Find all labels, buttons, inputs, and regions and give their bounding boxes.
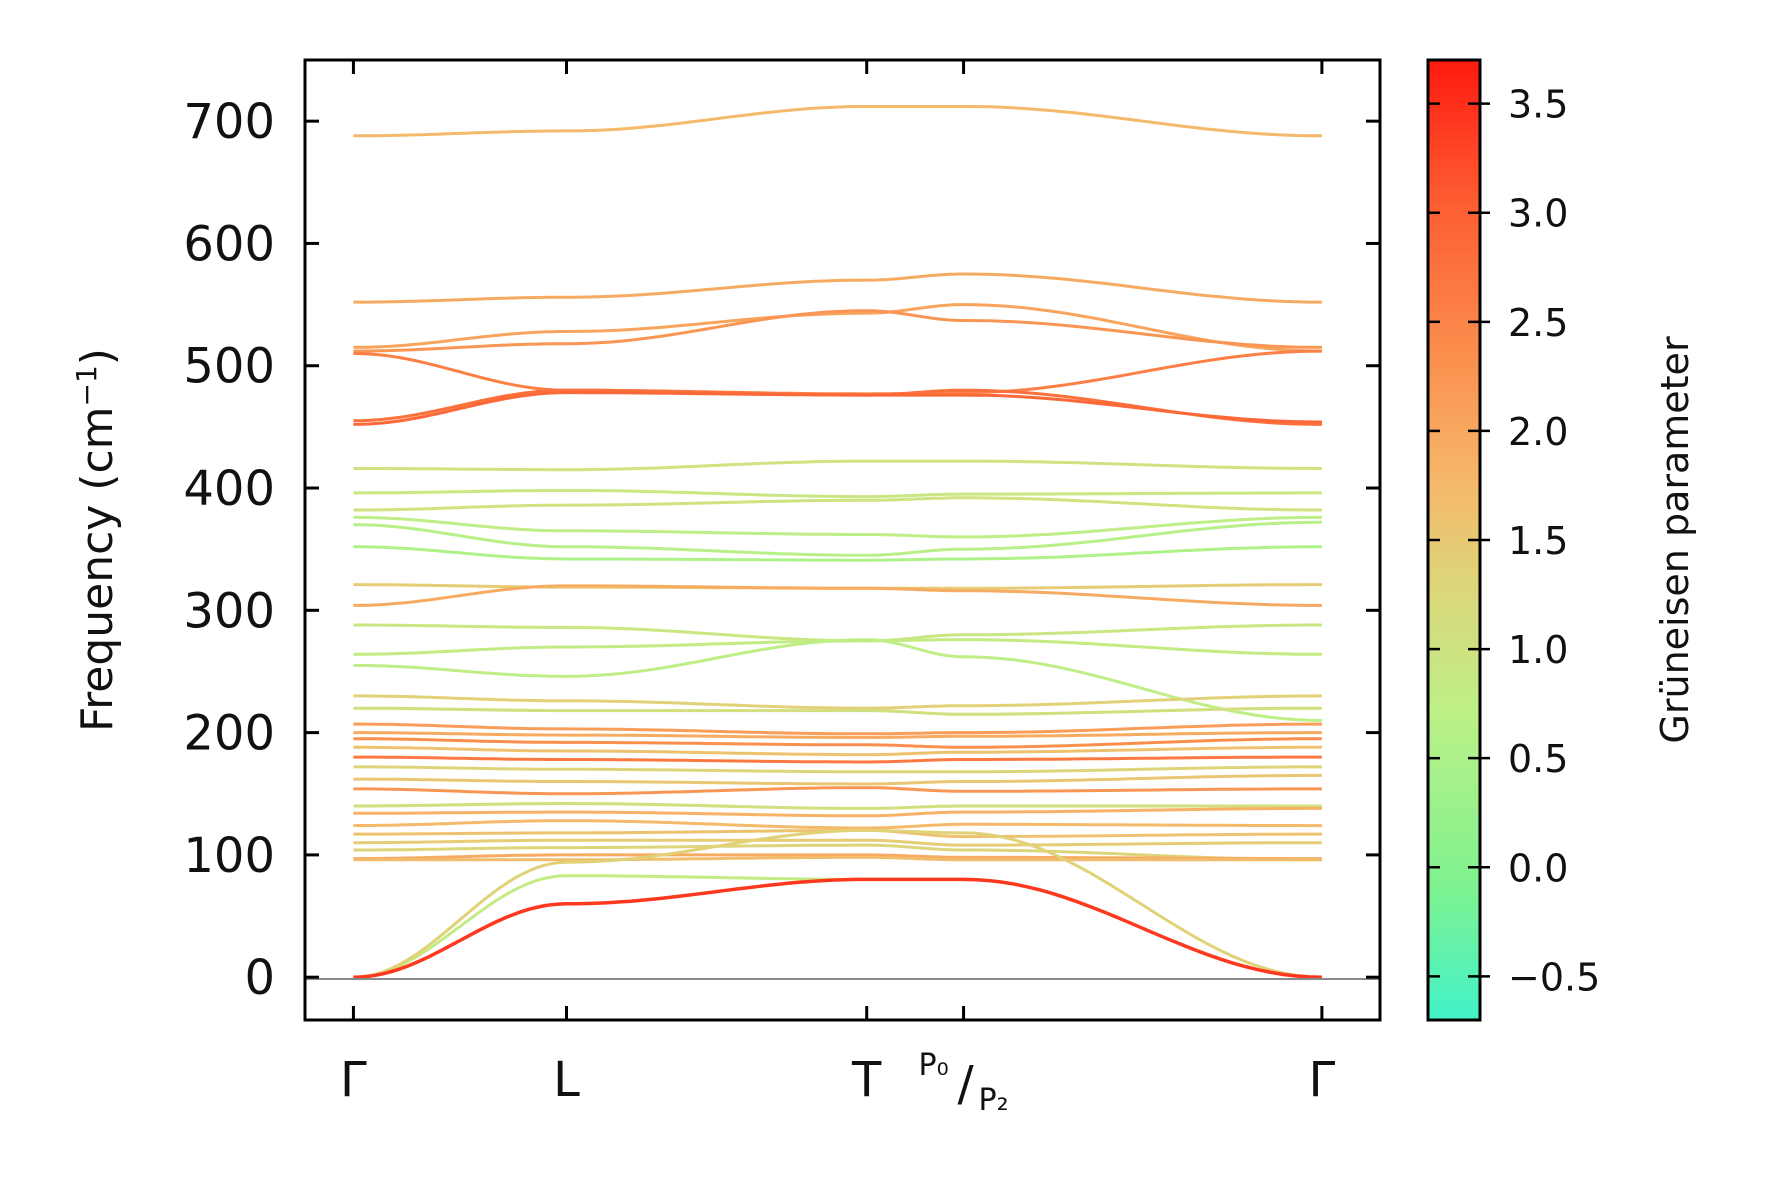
band-optical-195	[353, 737, 1322, 749]
y-tick-label: 700	[183, 94, 275, 150]
band-optical-255	[353, 638, 1322, 722]
colorbar-tick-label: −0.5	[1508, 955, 1600, 999]
band-optical-552	[353, 272, 1322, 304]
band-optical-104	[353, 843, 1322, 862]
x-tick-label-bottom: P₂	[978, 1083, 1008, 1118]
y-tick-label: 400	[183, 461, 275, 517]
band-optical-220	[353, 706, 1322, 716]
band-optical-512	[353, 309, 1322, 353]
y-axis-label: Frequency (cm−1)	[70, 348, 123, 732]
colorbar-label: Grüneisen parameter	[1653, 336, 1697, 744]
band-optical-140	[353, 802, 1322, 810]
colorbar-tick-label: 2.5	[1508, 301, 1568, 345]
band-optical-172	[353, 765, 1322, 774]
band-optical-188	[353, 745, 1322, 757]
band-optical-288	[353, 623, 1322, 643]
band-optical-134	[353, 806, 1322, 818]
band-optical-97	[353, 853, 1322, 861]
band-optical-515a	[353, 303, 1322, 353]
band-optical-200	[353, 731, 1322, 739]
y-tick-label: 0	[244, 950, 275, 1006]
x-tick-label: L	[553, 1052, 580, 1108]
band-optical-230	[353, 694, 1322, 710]
x-tick-label: Γ	[340, 1052, 367, 1108]
band-optical-370	[353, 520, 1322, 557]
colorbar-tick-label: 0.0	[1508, 846, 1568, 890]
band-optical-124	[353, 819, 1322, 830]
band-optical-110	[353, 838, 1322, 847]
band-optical-700	[353, 105, 1322, 138]
band-lines	[353, 105, 1322, 979]
colorbar-tick-label: 2.0	[1508, 410, 1568, 454]
colorbar-tick-label: 3.5	[1508, 83, 1568, 127]
band-optical-154	[353, 786, 1322, 796]
band-optical-455b	[353, 391, 1322, 426]
band-optical-162	[353, 773, 1322, 786]
y-tick-label: 200	[183, 706, 275, 762]
colorbar-tick-label: 1.5	[1508, 519, 1568, 563]
colorbar-tick-label: 1.0	[1508, 628, 1568, 672]
y-tick-label: 500	[183, 339, 275, 395]
colorbar-axis: −0.5 0.0 0.5 1.0 1.5 2.0 2.5 3.0 3.5	[1428, 83, 1600, 999]
y-tick-label: 100	[183, 828, 275, 884]
x-tick-label: T	[851, 1052, 882, 1108]
y-tick-label: 600	[183, 216, 275, 272]
y-axis-label-exponent: −1	[70, 365, 103, 406]
band-acoustic-TA2	[353, 828, 1322, 979]
x-tick-label: Γ	[1309, 1052, 1336, 1108]
x-tick-label-slash: /	[957, 1056, 974, 1112]
band-optical-510	[353, 349, 1322, 396]
band-acoustic-LA	[353, 877, 1322, 979]
band-optical-180	[353, 755, 1322, 764]
y-tick-label: 300	[183, 583, 275, 639]
band-optical-396	[353, 489, 1322, 499]
y-axis: 0 100 200 300 400 500 600 700	[183, 94, 1380, 1006]
plot-frame	[303, 58, 1382, 1022]
x-tick-label-top: P₀	[918, 1048, 948, 1083]
band-optical-207	[353, 722, 1322, 736]
band-optical-382	[353, 496, 1322, 512]
colorbar-tick-label: 0.5	[1508, 737, 1568, 781]
band-optical-304	[353, 584, 1322, 607]
band-optical-416	[353, 459, 1322, 472]
y-axis-label-main: Frequency (cm	[72, 406, 123, 732]
band-optical-376	[353, 515, 1322, 539]
colorbar-tick-label: 3.0	[1508, 192, 1568, 236]
y-axis-label-close: )	[72, 348, 123, 365]
x-axis: Γ L T P₀ / P₂ Γ	[340, 60, 1336, 1118]
band-optical-96	[353, 855, 1322, 862]
band-optical-352	[353, 545, 1322, 562]
